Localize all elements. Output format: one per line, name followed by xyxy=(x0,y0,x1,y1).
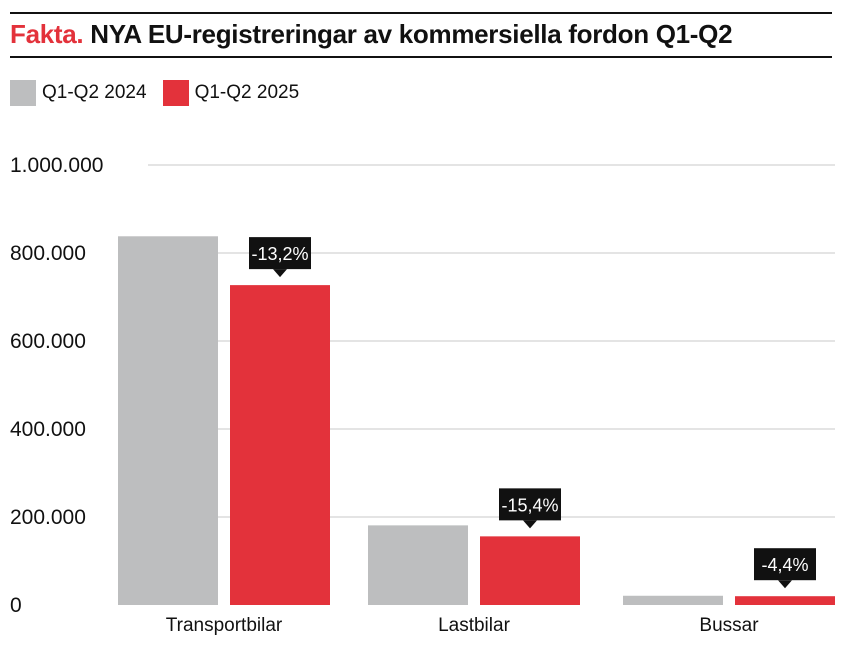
title-underline xyxy=(10,56,832,58)
y-tick-label: 1.000.000 xyxy=(10,154,103,177)
top-rule xyxy=(10,12,832,14)
bar-2025 xyxy=(735,596,835,605)
chart-title: Fakta. NYA EU-registreringar av kommersi… xyxy=(10,19,733,50)
bar-2025 xyxy=(480,536,580,605)
legend-swatch-2024 xyxy=(10,80,36,106)
bar-2025 xyxy=(230,285,330,605)
y-tick-label: 800.000 xyxy=(10,242,86,265)
legend-item-2024: Q1-Q2 2024 xyxy=(10,80,147,106)
legend: Q1-Q2 2024 Q1-Q2 2025 xyxy=(10,80,305,106)
category-label: Transportbilar xyxy=(166,615,283,636)
legend-item-2025: Q1-Q2 2025 xyxy=(162,80,300,106)
y-tick-label: 600.000 xyxy=(10,330,86,353)
legend-label-2025: Q1-Q2 2025 xyxy=(194,82,300,103)
title-text: NYA EU-registreringar av kommersiella fo… xyxy=(90,19,733,49)
callout-pointer xyxy=(273,269,287,278)
callout-box xyxy=(754,548,816,581)
bar-2024 xyxy=(623,595,723,605)
callout-pointer xyxy=(778,580,792,589)
category-label: Bussar xyxy=(699,615,759,636)
callout-pointer xyxy=(523,520,537,529)
title-kicker: Fakta. xyxy=(10,19,84,49)
y-tick-label: 200.000 xyxy=(10,506,86,529)
legend-label-2024: Q1-Q2 2024 xyxy=(42,82,147,103)
y-tick-label: 0 xyxy=(10,594,22,617)
callout-box xyxy=(499,488,561,521)
bar-2024 xyxy=(368,525,468,605)
y-tick-label: 400.000 xyxy=(10,418,86,441)
callout-label: -4,4% xyxy=(761,555,808,575)
bar-2024 xyxy=(118,236,218,605)
legend-swatch-2025 xyxy=(162,80,189,106)
callout-box xyxy=(249,237,311,270)
callout-label: -15,4% xyxy=(501,495,558,515)
category-label: Lastbilar xyxy=(438,615,510,636)
callout-label: -13,2% xyxy=(251,244,308,264)
